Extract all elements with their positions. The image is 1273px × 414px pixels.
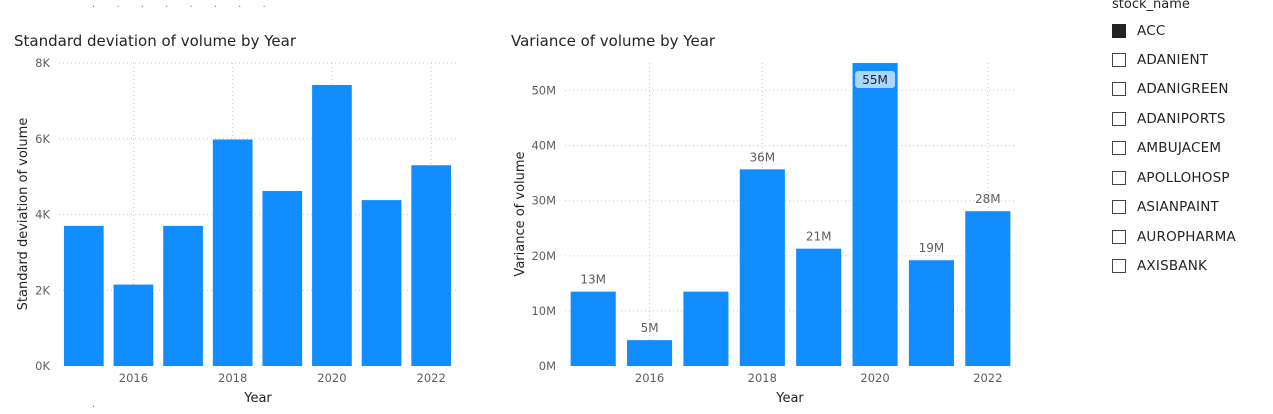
slicer-item-acc[interactable]: ACC [1112,21,1165,41]
slicer-item-apollohosp[interactable]: APOLLOHOSP [1112,168,1230,188]
x-tick-label: 2016 [119,371,148,385]
y-axis-title: Variance of volume [513,151,528,276]
bar-2015[interactable] [570,291,616,366]
visual-border-dots: · [92,402,105,413]
data-label: 19M [919,241,945,255]
bar-2021[interactable] [361,200,402,366]
bar-2020[interactable] [852,63,898,366]
std-dev-chart: Standard deviation of volume by Year 0K 2… [14,32,456,406]
data-label: 13M [580,273,606,287]
bar-2015[interactable] [63,225,104,366]
visual-border-dots: · · · · · · · · [92,2,275,13]
y-tick-label: 8K [35,56,50,70]
y-tick-label: 30M [531,194,556,208]
checkbox[interactable] [1112,200,1126,214]
slicer-item-label: ADANIENT [1137,52,1209,68]
bar-2020[interactable] [312,84,352,366]
checkbox[interactable] [1112,230,1126,244]
slicer-item-label: AXISBANK [1137,258,1208,274]
y-tick-label: 4K [35,208,50,222]
slicer-item-adanient[interactable]: ADANIENT [1112,50,1208,70]
slicer-item-auropharma[interactable]: AUROPHARMA [1112,227,1236,247]
checkbox[interactable] [1112,171,1126,185]
bar-2022[interactable] [965,211,1011,366]
checkbox-checked[interactable] [1112,24,1126,38]
data-label: 5M [641,321,659,335]
y-tick-label: 20M [531,249,556,263]
x-axis-title: Year [243,391,272,406]
y-axis-title: Standard deviation of volume [16,118,31,311]
bar-2016[interactable] [113,284,154,366]
y-tick-label: 40M [531,139,556,153]
y-tick-label: 10M [531,304,556,318]
data-label: 28M [975,192,1001,206]
slicer-item-label: ASIANPAINT [1137,199,1219,215]
y-tick-label: 50M [531,84,556,98]
slicer-item-axisbank[interactable]: AXISBANK [1112,256,1207,276]
x-tick-label: 2022 [973,371,1002,385]
slicer-item-adaniports[interactable]: ADANIPORTS [1112,109,1226,129]
bar-2019[interactable] [796,248,842,366]
x-tick-label: 2018 [748,371,777,385]
bar-2018[interactable] [739,169,785,366]
data-label: 36M [750,150,776,164]
slicer-item-label: ADANIPORTS [1137,111,1226,127]
y-tick-label: 0M [539,359,556,373]
bar-2022[interactable] [411,165,452,366]
checkbox[interactable] [1112,82,1126,96]
y-tick-label: 0K [35,359,50,373]
slicer-item-label: AUROPHARMA [1137,229,1236,245]
x-tick-label: 2022 [417,371,446,385]
chart-title: Standard deviation of volume by Year [14,32,297,50]
variance-chart: Variance of volume by Year 0M 10M 20M 30M 40… [511,32,1016,406]
bar-2018[interactable] [212,139,253,366]
data-label: 21M [806,230,832,244]
data-label: 55M [862,73,888,87]
bar-2017[interactable] [683,291,729,366]
bar-2021[interactable] [908,260,954,366]
bar-2017[interactable] [163,225,203,366]
bar-2019[interactable] [262,191,303,366]
x-tick-label: 2016 [635,371,664,385]
checkbox[interactable] [1112,141,1126,155]
slicer-item-adanigreen[interactable]: ADANIGREEN [1112,79,1229,99]
x-tick-label: 2020 [860,371,889,385]
y-tick-label: 2K [35,283,50,297]
x-axis-title: Year [775,391,804,406]
checkbox[interactable] [1112,112,1126,126]
x-tick-label: 2020 [317,371,346,385]
slicer-item-label: ADANIGREEN [1137,81,1229,97]
slicer-item-ambujacem[interactable]: AMBUJACEM [1112,138,1221,158]
stock-name-slicer: stock_name ACC ADANIENT ADANIGREEN ADANIPOR… [1105,0,1270,414]
slicer-title: stock_name [1112,0,1190,12]
slicer-item-label: APOLLOHOSP [1137,170,1230,186]
slicer-item-label: AMBUJACEM [1137,140,1222,156]
bar-2016[interactable] [627,340,673,366]
slicer-item-asianpaint[interactable]: ASIANPAINT [1112,197,1219,217]
checkbox[interactable] [1112,53,1126,67]
checkbox[interactable] [1112,259,1126,273]
chart-title: Variance of volume by Year [511,32,716,50]
x-tick-label: 2018 [218,371,247,385]
y-tick-label: 6K [35,132,50,146]
data-label-highlight [855,71,896,88]
slicer-item-label: ACC [1137,23,1166,39]
